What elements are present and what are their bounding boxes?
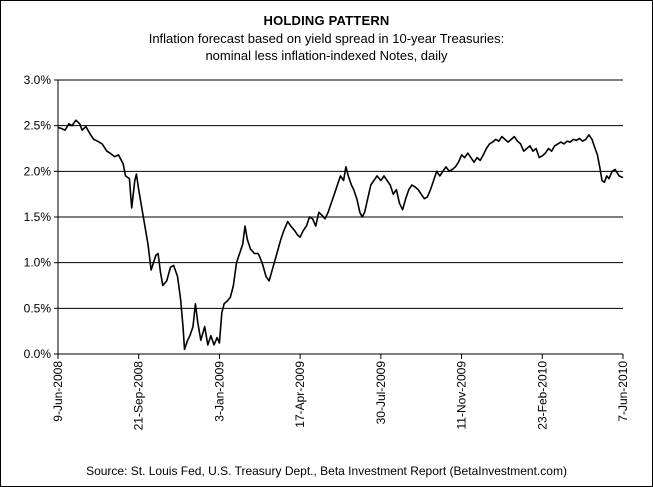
x-tick-label-3: 17-Apr-2009 [293,361,307,428]
x-axis-tick-labels: 9-Jun-2008 21-Sep-2008 3-Jan-2009 17-Apr-20… [51,361,630,431]
gridlines [58,79,623,309]
chart-subtitle-line-1: Inflation forecast based on yield spread… [148,31,505,46]
x-tick-label-4: 30-Jul-2009 [374,361,388,425]
series-layer [57,119,624,351]
y-tick-label-1: 0.5% [24,301,52,315]
y-tick-label-4: 2.0% [24,164,52,178]
y-axis-tick-labels: 0.0% 0.5% 1.0% 1.5% 2.0% 2.5% 3.0% [24,73,52,361]
chart-subtitle-line-2: nominal less inflation-indexed Notes, da… [205,48,448,63]
y-tick-label-5: 2.5% [24,119,52,133]
y-tick-label-3: 1.5% [24,210,52,224]
y-tick-label-0: 0.0% [24,347,52,361]
x-tick-label-1: 21-Sep-2008 [132,361,146,431]
x-tick-label-7: 7-Jun-2010 [616,361,630,422]
axes [54,79,624,359]
y-tick-label-2: 1.0% [24,256,52,270]
x-tick-label-6: 23-Feb-2010 [535,361,549,430]
x-tick-label-0: 9-Jun-2008 [51,361,65,422]
y-tick-label-6: 3.0% [24,73,52,87]
x-tick-label-2: 3-Jan-2009 [212,361,226,422]
series-line [57,119,624,351]
x-tick-label-5: 11-Nov-2009 [455,361,469,430]
source-note: Source: St. Louis Fed, U.S. Treasury Dep… [86,464,567,478]
chart-title: HOLDING PATTERN [263,13,390,28]
